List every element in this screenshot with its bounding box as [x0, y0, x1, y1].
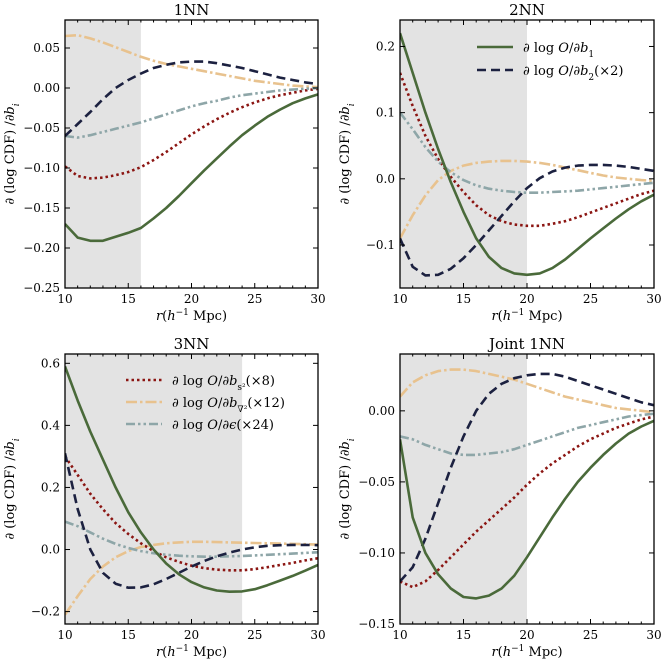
y-tick-label: 0.1 — [376, 106, 395, 120]
y-tick-label: 0.2 — [376, 39, 395, 53]
series-bn2-line — [65, 33, 318, 89]
y-tick-label: 0.00 — [368, 404, 395, 418]
panel-title: Joint 1NN — [487, 335, 565, 353]
x-tick-label: 25 — [247, 628, 262, 642]
legend-3: ∂ log O/∂bs²(×8) ∂ log O/∂b∇²(×12) ∂ log O… — [126, 374, 285, 433]
y-axis-label: ∂ (log CDF) /∂bi — [3, 103, 22, 204]
y-tick-label: −0.15 — [358, 617, 395, 631]
x-tick-label: 20 — [519, 628, 534, 642]
panel-3: 10 15 20 25 30 −0.2 0.0 0.2 0.4 0.6 3NN r(h−1 Mpc) ∂… — [3, 335, 326, 660]
x-tick-label: 10 — [392, 292, 407, 306]
series-b2-line — [400, 372, 654, 583]
series-b2-line — [65, 453, 318, 590]
panel-4: 10 15 20 25 30 −0.15 −0.10 −0.05 0.00 Joint 1NN r(… — [338, 335, 662, 660]
y-tick-label: −0.10 — [23, 161, 60, 175]
x-axis-label: r(h−1 Mpc) — [156, 644, 227, 660]
series-bs2-line — [65, 87, 318, 180]
series-b1-line — [65, 93, 318, 243]
series-bs2-line — [400, 415, 654, 589]
legend-label-b1: ∂ log O/∂b1 — [523, 41, 594, 60]
x-tick-label: 15 — [121, 628, 136, 642]
legend-label-b2: ∂ log O/∂b2(×2) — [523, 64, 623, 83]
x-tick-label: 15 — [456, 292, 471, 306]
y-axis-label: ∂ (log CDF) /∂bi — [338, 438, 357, 539]
panel-1: 10 15 20 25 30 −0.25 −0.20 −0.15 −0.10 −0.05 0.00 0… — [3, 1, 326, 324]
x-tick-label: 25 — [583, 628, 598, 642]
legend-label-eps: ∂ log O/∂ϵ(×24) — [172, 418, 274, 433]
series-bn2-line — [400, 368, 654, 414]
x-tick-label: 15 — [456, 628, 471, 642]
y-tick-label: −0.05 — [358, 475, 395, 489]
series-b1-line — [65, 365, 318, 594]
x-axis-label: r(h−1 Mpc) — [491, 644, 562, 660]
y-tick-label: −0.05 — [23, 121, 60, 135]
x-tick-label: 10 — [57, 292, 72, 306]
y-tick-label: 0.00 — [33, 81, 60, 95]
series-bn2-line — [65, 540, 318, 616]
y-tick-label: −0.1 — [366, 238, 395, 252]
y-tick-label: −0.20 — [23, 241, 60, 255]
legend-label-bs2: ∂ log O/∂bs²(×8) — [172, 374, 275, 393]
panel-title: 2NN — [509, 1, 545, 19]
panel-title: 3NN — [174, 335, 210, 353]
y-axis-label: ∂ (log CDF) /∂bi — [338, 103, 357, 204]
series-bs2-line — [65, 455, 318, 572]
x-tick-label: 30 — [646, 628, 661, 642]
x-tick-label: 25 — [583, 292, 598, 306]
legend-label-bn2: ∂ log O/∂b∇²(×12) — [172, 396, 285, 415]
y-tick-label: −0.15 — [23, 201, 60, 215]
series-eps-line — [65, 86, 318, 139]
x-tick-label: 20 — [184, 292, 199, 306]
y-tick-label: −0.2 — [31, 605, 60, 619]
shaded-region — [65, 20, 141, 288]
y-tick-label: 0.05 — [33, 41, 60, 55]
panel-title: 1NN — [174, 1, 210, 19]
x-tick-label: 15 — [121, 292, 136, 306]
y-tick-label: −0.10 — [358, 546, 395, 560]
y-tick-label: 0.4 — [41, 418, 60, 432]
x-tick-label: 10 — [392, 628, 407, 642]
x-tick-label: 25 — [247, 292, 262, 306]
y-tick-label: 0.0 — [376, 172, 395, 186]
legend-2: ∂ log O/∂b1 ∂ log O/∂b2(×2) — [477, 41, 623, 83]
x-tick-label: 20 — [184, 628, 199, 642]
y-tick-label: 0.2 — [41, 480, 60, 494]
series-bn2-line — [400, 159, 654, 240]
y-tick-label: 0.6 — [41, 356, 60, 370]
y-tick-label: 0.0 — [41, 543, 60, 557]
x-axis-label: r(h−1 Mpc) — [491, 308, 562, 324]
series-bs2-line — [400, 72, 654, 228]
x-tick-label: 30 — [310, 628, 325, 642]
x-tick-label: 30 — [310, 292, 325, 306]
shaded-region — [65, 354, 243, 624]
panel-2: 10 15 20 25 30 −0.1 0.0 0.1 0.2 2NN r(h−1 Mpc) ∂ (l… — [338, 1, 662, 324]
series-b1-line — [400, 32, 654, 277]
shaded-region — [400, 354, 527, 624]
shaded-region — [400, 20, 527, 288]
x-axis-label: r(h−1 Mpc) — [156, 308, 227, 324]
series-b2-line — [65, 60, 318, 137]
series-b2-line — [400, 163, 654, 277]
x-tick-label: 20 — [519, 292, 534, 306]
y-tick-label: −0.25 — [23, 281, 60, 295]
series-eps-line — [400, 111, 654, 194]
series-eps-line — [400, 412, 654, 457]
y-axis-label: ∂ (log CDF) /∂bi — [3, 438, 22, 539]
series-eps-line — [65, 520, 318, 559]
x-tick-label: 10 — [57, 628, 72, 642]
x-tick-label: 30 — [646, 292, 661, 306]
series-b1-line — [400, 419, 654, 600]
